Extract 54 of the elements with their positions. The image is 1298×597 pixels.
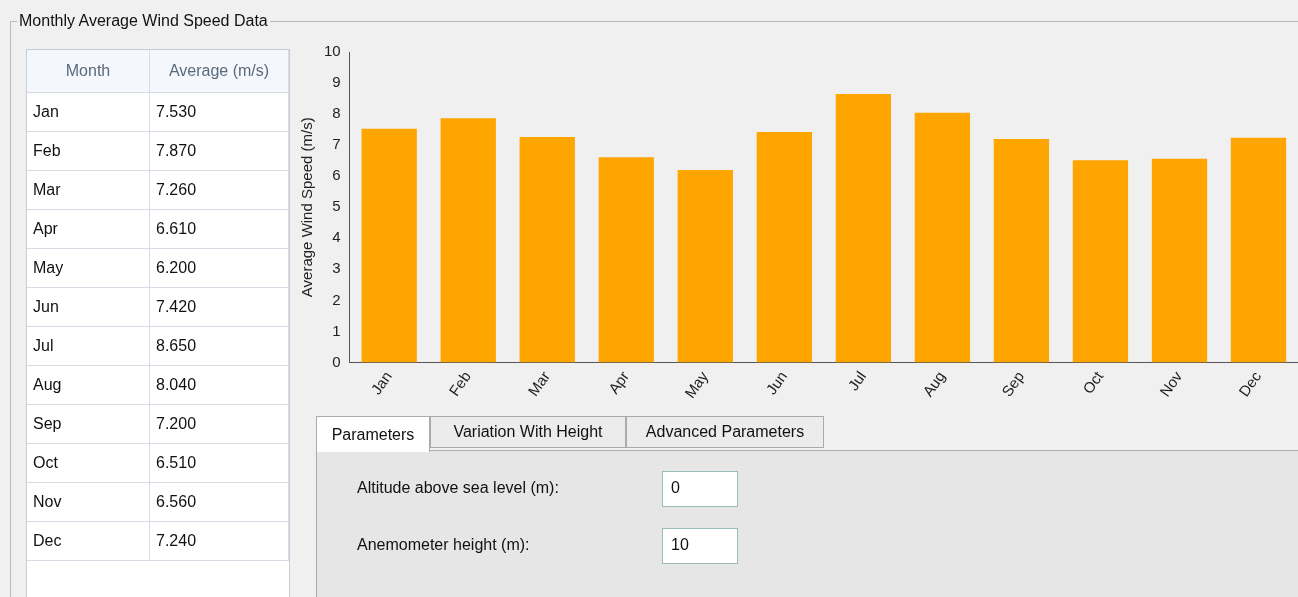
text: Advanced Parameters <box>626 416 824 448</box>
x-tick-label: Jun <box>762 367 791 398</box>
text: Dec <box>27 521 150 561</box>
text: 6.200 <box>149 248 289 288</box>
text: 8.040 <box>149 365 289 405</box>
text: 6.610 <box>149 209 289 249</box>
y-tick-label: 5 <box>332 197 341 215</box>
text: Jun <box>27 287 150 327</box>
text: Apr <box>27 209 150 249</box>
x-tick-label: Apr <box>604 367 633 397</box>
x-tick-label: Jan <box>367 367 396 398</box>
y-axis-title: Average Wind Speed (m/s) <box>298 117 316 298</box>
text: 6.560 <box>149 482 289 522</box>
x-tick-label: Dec <box>1235 367 1265 400</box>
text: 10 <box>662 528 738 564</box>
y-tick-label: 0 <box>332 352 341 370</box>
x-tick-label: Feb <box>445 367 475 399</box>
y-tick-label: 6 <box>332 166 341 184</box>
y-tick-label: 3 <box>332 259 341 277</box>
text: 7.420 <box>149 287 289 327</box>
text: Jan <box>27 92 150 132</box>
text: 7.240 <box>149 521 289 561</box>
text: Sep <box>27 404 150 444</box>
text: Monthly Average Wind Speed Data <box>18 12 269 30</box>
text: Oct <box>27 443 150 483</box>
text: Jul <box>27 326 150 366</box>
text: 7.200 <box>149 404 289 444</box>
text: Average (m/s) <box>149 50 289 93</box>
text: May <box>27 248 150 288</box>
x-tick-label: Jul <box>844 367 870 394</box>
text: 8.650 <box>149 326 289 366</box>
text: Feb <box>27 131 150 171</box>
text: Mar <box>27 170 150 210</box>
x-tick-label: Mar <box>524 367 554 399</box>
x-tick-label: Sep <box>998 367 1028 400</box>
y-tick-label: 10 <box>324 42 341 60</box>
text: Parameters <box>316 416 430 452</box>
text: 7.870 <box>149 131 289 171</box>
text: Variation With Height <box>430 416 626 448</box>
text: Anemometer height (m): <box>357 536 530 554</box>
text: 6.510 <box>149 443 289 483</box>
text: 7.530 <box>149 92 289 132</box>
text: 7.260 <box>149 170 289 210</box>
y-tick-label: 4 <box>332 228 341 246</box>
y-tick-label: 9 <box>332 73 341 91</box>
x-tick-label: Oct <box>1078 367 1107 397</box>
y-tick-label: 8 <box>332 104 341 122</box>
text: Month <box>27 50 150 93</box>
y-tick-label: 1 <box>332 321 341 339</box>
text: Altitude above sea level (m): <box>357 479 559 497</box>
text: Nov <box>27 482 150 522</box>
y-tick-label: 2 <box>332 290 341 308</box>
text: 0 <box>662 471 738 507</box>
y-tick-label: 7 <box>332 135 341 153</box>
